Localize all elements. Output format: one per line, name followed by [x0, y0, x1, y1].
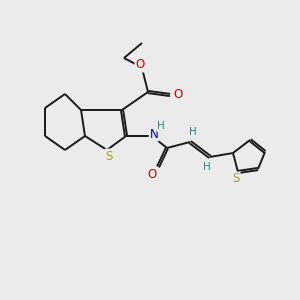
- Text: H: H: [203, 162, 211, 172]
- Text: O: O: [147, 167, 157, 181]
- Text: H: H: [189, 127, 197, 137]
- Text: H: H: [157, 121, 165, 131]
- Text: N: N: [150, 128, 158, 140]
- Text: O: O: [135, 58, 145, 71]
- Text: S: S: [105, 149, 113, 163]
- Text: O: O: [173, 88, 183, 101]
- Text: S: S: [232, 172, 240, 185]
